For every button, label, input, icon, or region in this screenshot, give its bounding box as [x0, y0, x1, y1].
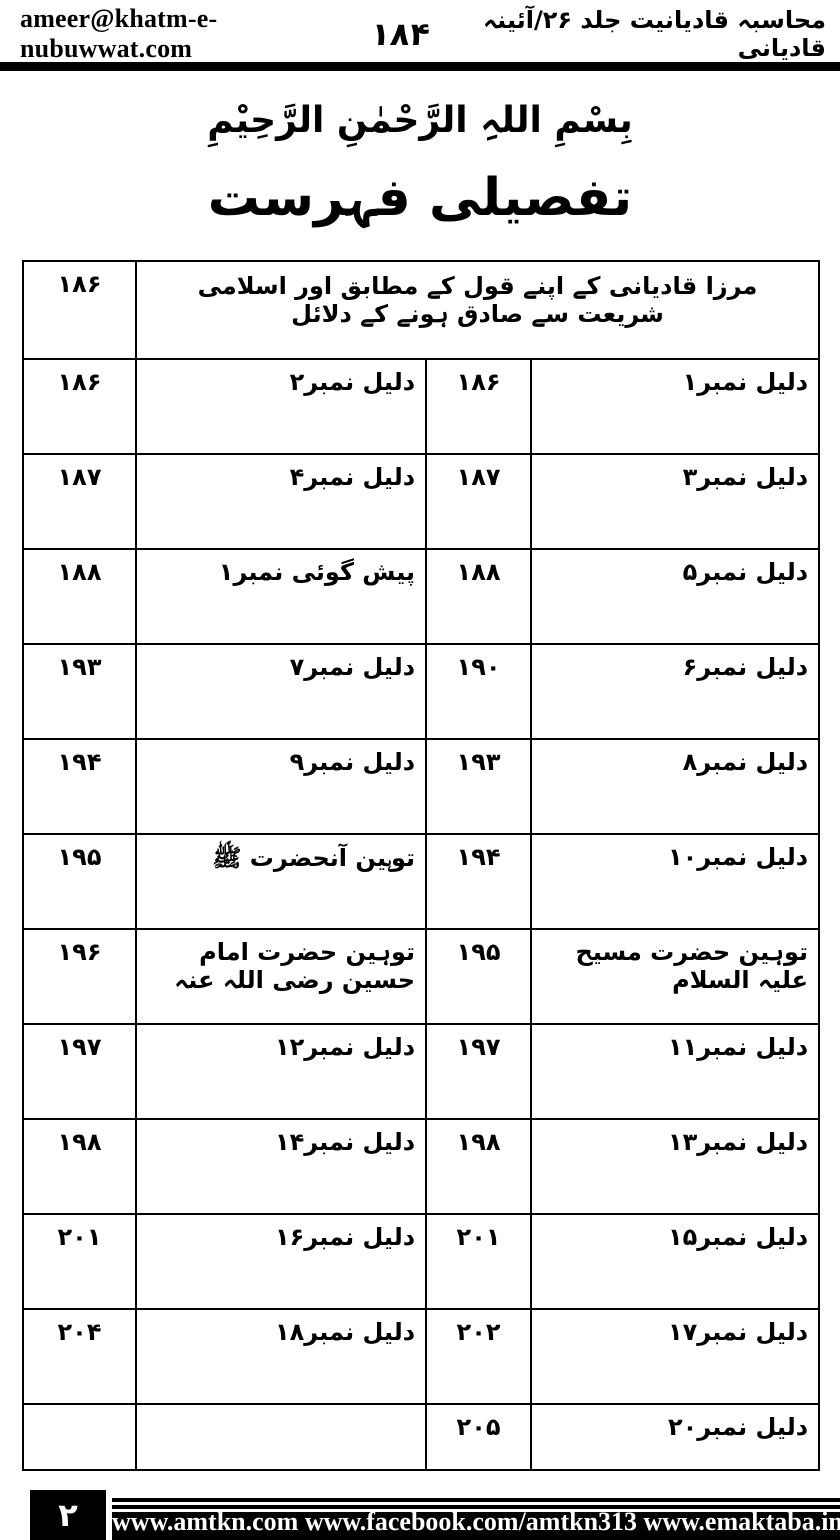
footer-links: www.amtkn.com www.facebook.com/amtkn313 …	[112, 1507, 840, 1536]
toc-row: توہین حضرت مسیح علیہ السلام ۱۹۵ توہین حض…	[22, 928, 821, 1025]
toc-row: دلیل نمبر۱ ۱۸۶ دلیل نمبر۲ ۱۸۶	[22, 358, 821, 455]
toc-row: دلیل نمبر۵ ۱۸۸ پیش گوئی نمبر۱ ۱۸۸	[22, 548, 821, 645]
entry-page: ۱۹۳	[22, 643, 137, 740]
entry-page: ۲۰۱	[22, 1213, 137, 1310]
entry-title: دلیل نمبر۱۳	[530, 1118, 821, 1215]
entry-title: دلیل نمبر۱۸	[134, 1308, 428, 1405]
entry-page: ۱۹۴	[22, 738, 137, 835]
entry-title: دلیل نمبر۲	[134, 358, 428, 455]
entry-title: دلیل نمبر۱۶	[134, 1213, 428, 1310]
toc-row: دلیل نمبر۱۰ ۱۹۴ توہین آنحضرت ﷺ ۱۹۵	[22, 833, 821, 930]
entry-title: توہین حضرت مسیح علیہ السلام	[530, 928, 821, 1025]
entry-page: ۱۹۰	[425, 643, 533, 740]
entry-title: دلیل نمبر۱۷	[530, 1308, 821, 1405]
header-divider-rule	[0, 62, 840, 71]
entry-title: دلیل نمبر۸	[530, 738, 821, 835]
toc-row: دلیل نمبر۶ ۱۹۰ دلیل نمبر۷ ۱۹۳	[22, 643, 821, 740]
entry-title: دلیل نمبر۳	[530, 453, 821, 550]
entry-page: ۱۸۷	[425, 453, 533, 550]
entry-title: دلیل نمبر۱۰	[530, 833, 821, 930]
entry-page: ۱۹۵	[425, 928, 533, 1025]
entry-page	[22, 1403, 137, 1471]
toc-table: مرزا قادیانی کے اپنے قول کے مطابق اور اس…	[22, 260, 821, 1471]
entry-page: ۱۹۸	[22, 1118, 137, 1215]
toc-row: دلیل نمبر۱۵ ۲۰۱ دلیل نمبر۱۶ ۲۰۱	[22, 1213, 821, 1310]
entry-title: دلیل نمبر۱۵	[530, 1213, 821, 1310]
entry-page: ۲۰۴	[22, 1308, 137, 1405]
entry-title: پیش گوئی نمبر۱	[134, 548, 428, 645]
entry-title: توہین حضرت امام حسین رضی اللہ عنہ	[134, 928, 428, 1025]
toc-row: دلیل نمبر۱۷ ۲۰۲ دلیل نمبر۱۸ ۲۰۴	[22, 1308, 821, 1405]
entry-title: دلیل نمبر۱۲	[134, 1023, 428, 1120]
header-page-number: ۱۸۴	[368, 15, 432, 53]
entry-page: ۱۸۸	[425, 548, 533, 645]
header-book-title: محاسبہ قادیانیت جلد ۲۶/آئینہ قادیانی	[483, 6, 826, 62]
toc-heading-title: مرزا قادیانی کے اپنے قول کے مطابق اور اس…	[134, 260, 821, 360]
footer-page-badge: ۲	[30, 1490, 106, 1540]
entry-page: ۲۰۲	[425, 1308, 533, 1405]
entry-page: ۱۸۷	[22, 453, 137, 550]
entry-page: ۱۸۸	[22, 548, 137, 645]
entry-page: ۱۸۶	[425, 358, 533, 455]
toc-row: دلیل نمبر۱۳ ۱۹۸ دلیل نمبر۱۴ ۱۹۸	[22, 1118, 821, 1215]
entry-title: دلیل نمبر۱۱	[530, 1023, 821, 1120]
entry-title	[134, 1403, 428, 1471]
entry-page: ۱۸۶	[22, 358, 137, 455]
footer-stripe	[112, 1502, 840, 1505]
toc-row: دلیل نمبر۱۱ ۱۹۷ دلیل نمبر۱۲ ۱۹۷	[22, 1023, 821, 1120]
entry-title: دلیل نمبر۱	[530, 358, 821, 455]
header-left-group: ameer@khatm-e-nubuwwat.com ۱۸۴	[20, 4, 432, 64]
entry-title: دلیل نمبر۷	[134, 643, 428, 740]
entry-page: ۱۹۷	[22, 1023, 137, 1120]
entry-page: ۱۹۴	[425, 833, 533, 930]
page-title: تفصیلی فہرست	[207, 168, 633, 228]
entry-title: دلیل نمبر۵	[530, 548, 821, 645]
entry-title: توہین آنحضرت ﷺ	[134, 833, 428, 930]
entry-page: ۱۹۶	[22, 928, 137, 1025]
header-email: ameer@khatm-e-nubuwwat.com	[20, 4, 218, 63]
entry-page: ۱۹۸	[425, 1118, 533, 1215]
footer-links-bar: www.amtkn.com www.facebook.com/amtkn313 …	[112, 1498, 840, 1540]
entry-title: دلیل نمبر۱۴	[134, 1118, 428, 1215]
toc-heading-page: ۱۸۶	[22, 260, 137, 360]
entry-title: دلیل نمبر۹	[134, 738, 428, 835]
entry-title: دلیل نمبر۴	[134, 453, 428, 550]
entry-page: ۱۹۷	[425, 1023, 533, 1120]
entry-page: ۲۰۱	[425, 1213, 533, 1310]
entry-title: دلیل نمبر۲۰	[530, 1403, 821, 1471]
entry-page: ۱۹۳	[425, 738, 533, 835]
toc-row: دلیل نمبر۳ ۱۸۷ دلیل نمبر۴ ۱۸۷	[22, 453, 821, 550]
bismillah-calligraphy: بِسْمِ اللہِ الرَّحْمٰنِ الرَّحِیْمِ	[207, 100, 633, 141]
page-header: ameer@khatm-e-nubuwwat.com ۱۸۴ محاسبہ قا…	[20, 4, 826, 63]
toc-row: دلیل نمبر۲۰ ۲۰۵	[22, 1403, 821, 1471]
entry-title: دلیل نمبر۶	[530, 643, 821, 740]
footer-stripe	[112, 1509, 840, 1512]
entry-page: ۱۹۵	[22, 833, 137, 930]
toc-row: دلیل نمبر۸ ۱۹۳ دلیل نمبر۹ ۱۹۴	[22, 738, 821, 835]
toc-row-heading: مرزا قادیانی کے اپنے قول کے مطابق اور اس…	[22, 260, 821, 360]
entry-page: ۲۰۵	[425, 1403, 533, 1471]
